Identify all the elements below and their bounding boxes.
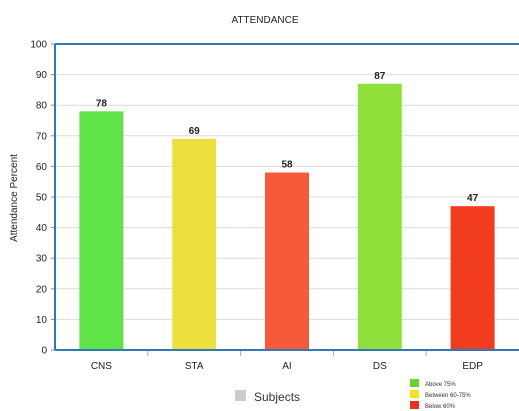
data-label: 47 (467, 193, 479, 204)
x-tick-label: EDP (462, 361, 483, 372)
y-tick-label: 80 (36, 101, 48, 112)
x-tick-label: STA (185, 361, 204, 372)
legend-label: Below 60% (425, 404, 456, 410)
y-tick-label: 20 (36, 284, 48, 295)
data-labels: 78 69 58 87 47 (96, 71, 479, 204)
legend-swatch (410, 401, 419, 409)
data-label: 69 (189, 126, 201, 137)
legend-label: Between 60-75% (425, 393, 471, 399)
bar-edp (450, 206, 495, 350)
y-tick-label: 60 (36, 162, 48, 173)
data-label: 87 (374, 71, 386, 82)
plot-frame (54, 43, 519, 351)
bar-ai (265, 172, 309, 350)
y-tick-label: 0 (41, 346, 47, 357)
y-axis-label: Attendance Percent (9, 154, 20, 242)
y-tick-label: 90 (36, 70, 48, 81)
y-tick-label: 100 (30, 40, 47, 51)
y-tick-label: 50 (36, 193, 48, 204)
chart-title: ATTENDANCE (231, 15, 298, 26)
x-axis-label-swatch (235, 390, 246, 401)
x-tick-label: CNS (91, 361, 112, 372)
y-tick-label: 70 (36, 131, 48, 142)
legend: Above 75% Between 60-75% Below 60% (410, 379, 471, 410)
data-label: 78 (96, 98, 108, 109)
legend-swatch (410, 379, 419, 387)
y-tick-label: 10 (36, 315, 48, 326)
legend-swatch (410, 390, 419, 398)
x-tick-label: AI (282, 361, 291, 372)
y-tick-label: 30 (36, 254, 48, 265)
x-axis-ticks: CNS STA AI DS EDP (91, 350, 483, 372)
bars (79, 83, 495, 350)
y-tick-label: 40 (36, 223, 48, 234)
y-axis-ticks: 0 10 20 30 40 50 60 70 80 90 100 (30, 40, 55, 357)
data-label: 58 (281, 160, 293, 171)
bar-sta (172, 138, 217, 350)
bar-ds (357, 83, 402, 350)
bar-cns (79, 111, 124, 350)
x-tick-label: DS (373, 361, 387, 372)
x-axis-label: Subjects (254, 390, 300, 404)
legend-label: Above 75% (425, 382, 456, 388)
